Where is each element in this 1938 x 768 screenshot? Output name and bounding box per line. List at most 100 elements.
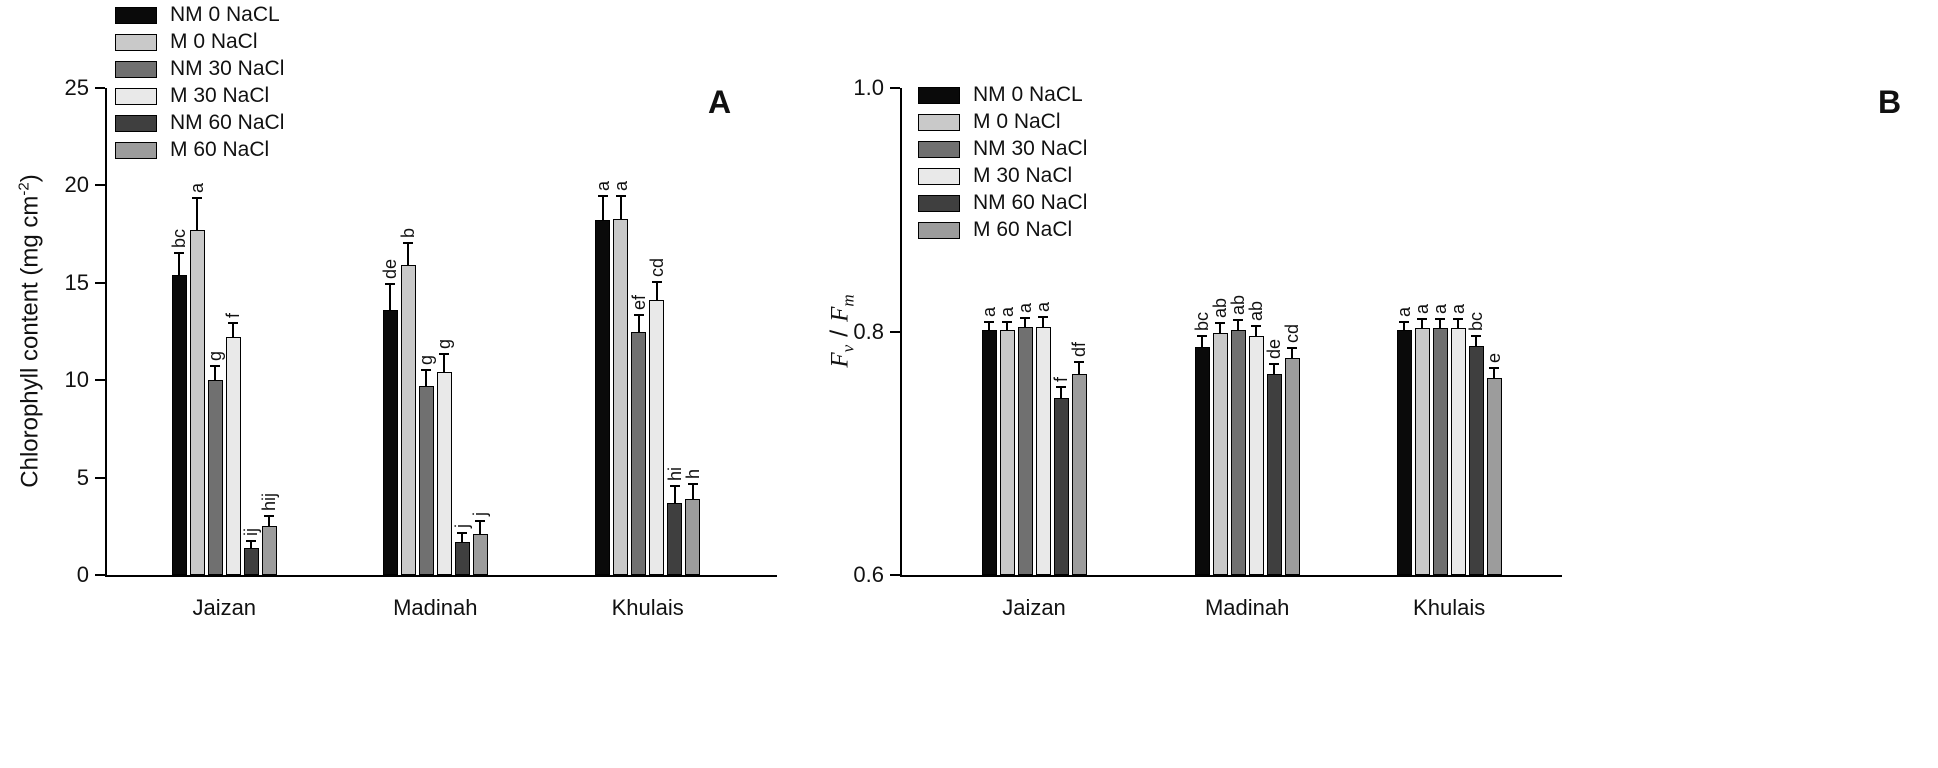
y-tick-mark xyxy=(95,281,105,284)
bar xyxy=(400,265,416,575)
error-bar-stem xyxy=(1403,320,1406,331)
legend-swatch xyxy=(115,141,157,159)
error-bar-cap xyxy=(1287,347,1298,350)
error-bar-stem xyxy=(637,313,640,332)
bar xyxy=(382,310,398,575)
legend: NM 0 NaCL M 0 NaCl NM 30 NaCl M 30 NaCl NM 6… xyxy=(115,3,284,161)
category-label: Khulais xyxy=(611,595,684,620)
error-bar-stem xyxy=(1024,316,1026,327)
fv-symbol: F xyxy=(826,352,854,368)
legend-swatch xyxy=(115,60,157,78)
bar xyxy=(1284,358,1300,575)
legend-swatch xyxy=(918,140,960,158)
error-bar-stem xyxy=(443,352,446,373)
bar xyxy=(631,331,647,575)
error-bar-stem xyxy=(1291,347,1294,359)
error-bar-stem xyxy=(479,520,482,535)
significance-letter: f xyxy=(1051,377,1071,383)
error-bar-cap xyxy=(597,195,608,198)
legend-item: NM 60 NaCl xyxy=(918,191,1087,214)
error-bar-stem xyxy=(214,364,217,381)
error-bar-stem xyxy=(178,251,181,276)
category-label: Madinah xyxy=(393,595,478,620)
error-bar-stem xyxy=(1475,335,1478,347)
y-tick-mark xyxy=(95,87,105,89)
bar xyxy=(1017,326,1033,575)
error-bar-cap xyxy=(457,532,468,535)
error-bar-cap xyxy=(1233,319,1244,322)
error-bar-cap xyxy=(246,539,257,542)
y-tick-mark xyxy=(890,87,900,89)
error-bar-stem xyxy=(673,485,676,503)
legend-swatch xyxy=(918,194,960,212)
legend-label: M 30 NaCl xyxy=(170,84,270,107)
error-bar-stem xyxy=(268,514,271,527)
bar xyxy=(1035,326,1051,575)
error-bar-cap xyxy=(439,352,450,355)
error-bar-stem xyxy=(1060,386,1062,399)
legend-item: M 30 NaCl xyxy=(918,164,1087,187)
legend-swatch xyxy=(115,33,157,51)
legend-item: M 0 NaCl xyxy=(918,110,1087,133)
bar xyxy=(189,230,205,575)
category-label: Jaizan xyxy=(1002,595,1066,620)
significance-letter: ab xyxy=(1246,301,1267,322)
error-bar-cap xyxy=(1074,360,1084,363)
y-tick-label: 25 xyxy=(64,75,89,100)
significance-letter: a xyxy=(979,306,999,317)
error-bar-stem xyxy=(691,483,694,500)
legend-label: M 30 NaCl xyxy=(973,164,1073,187)
bar xyxy=(613,218,629,575)
bar xyxy=(454,541,470,575)
legend-item: NM 0 NaCL xyxy=(918,83,1087,106)
legend-swatch xyxy=(115,114,157,132)
error-bar-stem xyxy=(1006,320,1008,331)
error-bar-stem xyxy=(1078,360,1080,375)
legend-swatch xyxy=(918,221,960,239)
error-bar-cap xyxy=(687,483,698,486)
error-bar-cap xyxy=(264,514,275,517)
legend-swatch xyxy=(918,113,960,131)
error-bar-stem xyxy=(1439,318,1442,328)
error-bar-cap xyxy=(651,280,662,283)
error-bar-stem xyxy=(988,320,990,331)
bar xyxy=(1396,330,1412,575)
error-bar-cap xyxy=(210,364,221,367)
error-bar-cap xyxy=(1471,335,1482,338)
error-bar-cap xyxy=(1269,363,1280,366)
error-bar-stem xyxy=(1421,318,1424,328)
category-label: Khulais xyxy=(1413,595,1486,620)
bar xyxy=(1248,336,1264,575)
error-bar-stem xyxy=(1042,315,1044,327)
error-bar-cap xyxy=(475,520,486,523)
bar xyxy=(1053,398,1069,575)
error-bar-cap xyxy=(633,313,644,316)
category-label: Jaizan xyxy=(192,595,257,620)
error-bar-stem xyxy=(232,321,235,338)
legend-label: NM 0 NaCL xyxy=(973,83,1083,106)
y-tick-label: 15 xyxy=(64,269,89,295)
legend-item: M 30 NaCl xyxy=(115,84,284,107)
bar xyxy=(261,526,277,575)
legend-swatch xyxy=(115,6,157,24)
error-bar-cap xyxy=(984,320,994,323)
fm-subscript: m xyxy=(838,294,858,307)
bar xyxy=(1266,374,1282,575)
bar xyxy=(207,380,223,575)
plot-area-b: 0.6 0.8 1.0 Jaizan a a a a f df Madinah bc ab ab ab de c… xyxy=(853,75,1562,620)
bar xyxy=(1486,377,1502,575)
bar xyxy=(436,372,452,575)
bar xyxy=(981,330,997,575)
bar xyxy=(667,502,683,575)
bar xyxy=(1071,374,1087,575)
bar xyxy=(1212,332,1228,575)
bar xyxy=(1468,346,1484,575)
error-bar-cap xyxy=(385,282,396,285)
y-tick-label: 20 xyxy=(64,172,89,198)
error-bar-stem xyxy=(389,282,392,311)
error-bar-cap xyxy=(174,251,185,254)
legend-item: NM 30 NaCl xyxy=(115,57,284,80)
bar xyxy=(1414,327,1430,575)
